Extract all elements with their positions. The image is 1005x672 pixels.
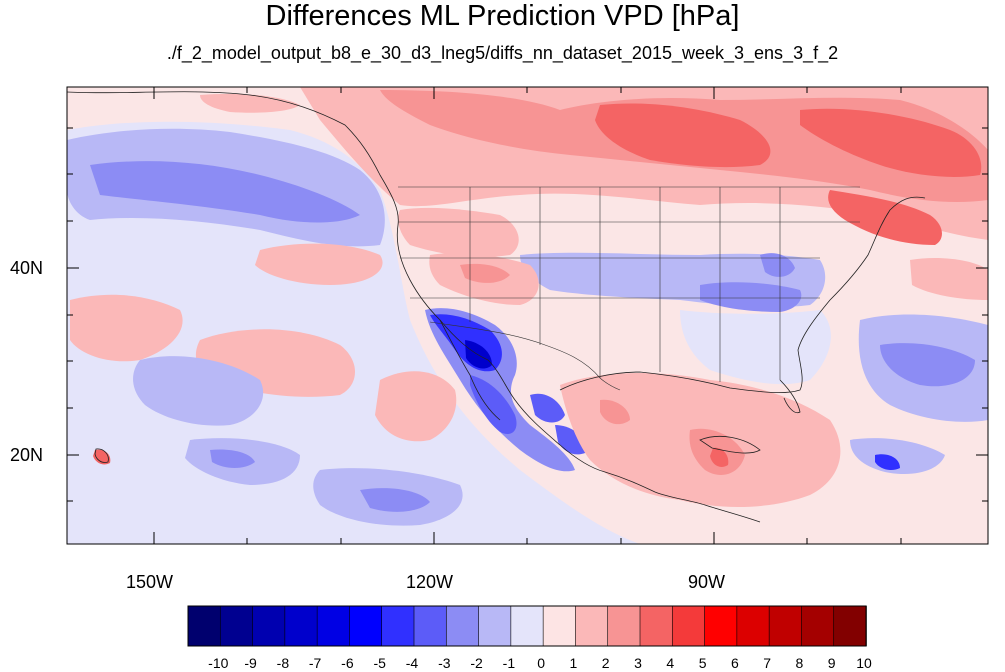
field-region-ohio-valley [700, 282, 802, 312]
field-region-southeast-us [680, 310, 831, 385]
map-field [67, 87, 988, 544]
colorbar-tick-label: 4 [666, 655, 675, 671]
colorbar-tick-label: -4 [405, 655, 419, 671]
colorbar-swatch [833, 605, 867, 647]
colorbar-tick-label: -10 [208, 655, 229, 671]
coastlines [67, 91, 926, 523]
field-region-south-mexico-cool [555, 425, 590, 455]
field-region-canada-strong-1 [595, 103, 771, 168]
map-title: Differences ML Prediction VPD [hPa] [265, 0, 740, 32]
colorbar-tick-label: 3 [634, 655, 642, 671]
field-region-pacific-warm-2 [70, 294, 183, 362]
colorbar-tick-label: -2 [470, 655, 483, 671]
colorbar-frame [187, 605, 867, 647]
colorbar-tick-label: 1 [569, 655, 578, 671]
colorbar-tick-label: 8 [795, 655, 804, 671]
lon-label-150w: 150W [126, 572, 174, 592]
hawaii-coast [94, 448, 109, 463]
field-region-atlantic-cool-core [880, 343, 975, 387]
colorbar-tick-label: -3 [438, 655, 451, 671]
colorbar-tick-label: 9 [827, 655, 836, 671]
colorbar-swatch [349, 605, 383, 647]
colorbar-tick-label: -8 [276, 655, 290, 671]
colorbar-swatch [381, 605, 415, 647]
lon-label-120w: 120W [406, 572, 454, 592]
field-region-great-lakes [760, 253, 795, 277]
lat-label-40n: 40N [10, 258, 44, 278]
field-region-central-mexico-cool [530, 393, 565, 423]
axis-ticks [67, 87, 988, 544]
colorbar-swatch [542, 605, 577, 647]
field-region-west-atlantic-cool [850, 438, 945, 475]
colorbar-tick-label: -1 [502, 655, 516, 671]
minor-ticks [67, 87, 988, 544]
florida-coast [779, 379, 801, 414]
field-region-caribbean-strong [710, 447, 729, 467]
colorbar-swatch [316, 605, 351, 647]
colorbar-swatch [639, 605, 674, 647]
field-region-pacific-warm-1 [255, 243, 383, 285]
colorbar-swatch [510, 605, 544, 647]
us-state-lines [398, 187, 860, 382]
colorbar-tick-label: 2 [601, 655, 610, 671]
colorbar-tick-label: -6 [341, 655, 354, 671]
gulf-atlantic-coastline [559, 196, 926, 393]
colorbar-tick-label: -9 [244, 655, 257, 671]
field-region-east-pacific-cool-core [360, 488, 430, 512]
colorbar-swatch [284, 605, 318, 647]
colorbar-swatch [478, 605, 512, 647]
us-mexico-border [429, 321, 621, 391]
colorbar-tick-label: 6 [730, 655, 739, 671]
colorbar-swatch [252, 605, 286, 647]
colorbar-swatch [607, 605, 641, 647]
colorbar-swatch [736, 605, 770, 647]
field-region-canada-strong-2 [800, 108, 982, 177]
lat-label-20n: 20N [10, 445, 44, 465]
field-region-great-basin-medium [460, 263, 510, 283]
colorbar-swatch [445, 605, 480, 647]
field-region-baja-core [465, 340, 492, 369]
map-subtitle: ./f_2_model_output_b8_e_30_d3_lneg5/diff… [166, 43, 839, 63]
colorbar-swatch [575, 605, 609, 647]
colorbar-tick-label: -7 [308, 655, 322, 671]
colorbar-swatch [768, 605, 803, 647]
political-borders [398, 186, 860, 391]
field-region-ne-pacific-core [90, 161, 360, 223]
field-region-gulf-medium [600, 399, 630, 425]
colorbar-tick-label: -5 [373, 655, 386, 671]
field-region-central-pacific-cool-core [210, 449, 255, 468]
colorbar-tick-label: 0 [537, 655, 545, 671]
colorbar-swatch [219, 605, 254, 647]
colorbar-tick-label: 10 [856, 655, 872, 671]
colorbar-tick-label: 5 [698, 655, 707, 671]
field-region-west-atlantic-core [875, 454, 900, 470]
cuba-coast [699, 435, 761, 454]
colorbar [187, 605, 867, 647]
field-region-pacific-warm-4 [375, 371, 457, 442]
field-region-alaska-warm [200, 93, 300, 113]
colorbar-swatch [187, 605, 222, 647]
colorbar-swatch [671, 605, 706, 647]
colorbar-swatch [801, 605, 835, 647]
colorbar-tick-label: 7 [763, 655, 771, 671]
field-region-sinaloa-cool [470, 375, 517, 435]
field-region-pacific-northwest-warm [398, 207, 519, 257]
lon-label-90w: 90W [688, 572, 726, 592]
colorbar-swatch [413, 605, 448, 647]
field-region-nw-atlantic-warm [910, 258, 988, 300]
field-region-central-pacific-cool-1 [133, 356, 264, 426]
colorbar-swatch [704, 605, 738, 647]
baja-peninsula-coast [439, 319, 501, 421]
